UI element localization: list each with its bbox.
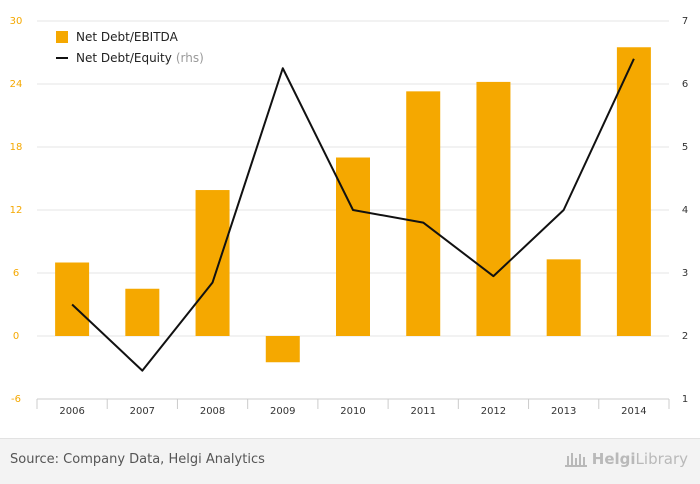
brand-logo[interactable]: Helgi Library: [564, 450, 688, 468]
x-tick-label: 2007: [130, 406, 155, 417]
x-tick-label: 2012: [481, 406, 506, 417]
brand-suffix: Library: [636, 450, 688, 468]
right-tick-label: 4: [682, 205, 688, 216]
left-tick-label: 12: [10, 205, 23, 216]
right-tick-label: 3: [682, 268, 688, 279]
right-tick-label: 1: [682, 394, 688, 405]
left-tick-label: 6: [13, 268, 19, 279]
legend-bar-swatch: [56, 31, 68, 43]
brand-prefix: Helgi: [592, 450, 636, 468]
x-tick-label: 2009: [270, 406, 295, 417]
x-tick-label: 2010: [340, 406, 365, 417]
left-tick-label: 0: [13, 331, 19, 342]
bar-2008[interactable]: [196, 190, 230, 336]
right-tick-label: 5: [682, 142, 688, 153]
legend-line-swatch: [56, 57, 68, 59]
bar-2014[interactable]: [617, 47, 651, 336]
left-tick-label: 30: [10, 16, 23, 27]
legend-line-note: (rhs): [176, 51, 204, 65]
right-axis: 1 2 3 4 5 6 7: [682, 16, 688, 405]
legend-item-line[interactable]: Net Debt/Equity (rhs): [56, 47, 204, 68]
legend-line-label: Net Debt/Equity: [76, 51, 172, 65]
bar-2009[interactable]: [266, 336, 300, 362]
bar-2011[interactable]: [406, 91, 440, 336]
right-tick-label: 2: [682, 331, 688, 342]
x-tick-label: 2014: [621, 406, 646, 417]
source-text: Source: Company Data, Helgi Analytics: [10, 452, 265, 467]
legend-bar-label: Net Debt/EBITDA: [76, 30, 178, 44]
bar-series: [55, 47, 651, 362]
legend-item-bar[interactable]: Net Debt/EBITDA: [56, 26, 204, 47]
x-tick-label: 2011: [410, 406, 435, 417]
x-tick-label: 2013: [551, 406, 576, 417]
left-tick-label: 18: [10, 142, 23, 153]
bar-2006[interactable]: [55, 263, 89, 337]
bar-2007[interactable]: [125, 289, 159, 336]
x-tick-label: 2006: [59, 406, 84, 417]
footer: Source: Company Data, Helgi Analytics He…: [0, 438, 700, 484]
left-tick-label: -6: [11, 394, 21, 405]
right-tick-label: 7: [682, 16, 688, 27]
library-logo-icon: [564, 450, 588, 468]
bar-2012[interactable]: [476, 82, 510, 336]
bar-2013[interactable]: [547, 259, 581, 336]
right-tick-label: 6: [682, 79, 688, 90]
legend: Net Debt/EBITDA Net Debt/Equity (rhs): [56, 26, 204, 68]
x-tick-label: 2008: [200, 406, 225, 417]
left-tick-label: 24: [10, 79, 23, 90]
left-axis: -6 0 6 12 18 24 30: [10, 16, 23, 405]
x-axis: 2006 2007 2008 2009 2010 2011 2012 2013 2014: [37, 399, 669, 417]
